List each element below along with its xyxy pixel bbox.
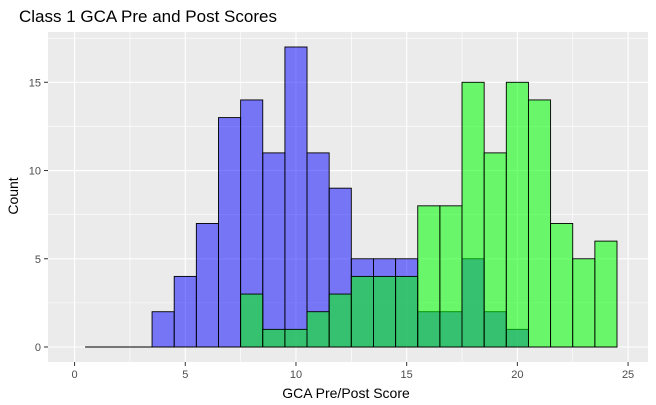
series-0-bar bbox=[151, 311, 175, 348]
x-tick-label: 0 bbox=[72, 369, 78, 381]
x-tick-label: 5 bbox=[182, 369, 188, 381]
series-1-bar bbox=[306, 311, 330, 348]
x-tick-label: 15 bbox=[401, 369, 413, 381]
series-1-bar bbox=[527, 99, 552, 348]
series-1-bar bbox=[417, 205, 441, 348]
x-axis: 0 5 10 15 20 25 bbox=[72, 362, 634, 381]
series-1-bar bbox=[505, 81, 529, 348]
x-tick-label: 10 bbox=[290, 369, 302, 381]
series-0-bar bbox=[262, 152, 286, 348]
series-1-bar bbox=[572, 258, 596, 348]
y-tick-label: 0 bbox=[35, 342, 41, 354]
series-0-bar bbox=[173, 275, 197, 348]
x-tick-label: 20 bbox=[511, 369, 523, 381]
series-0-bar bbox=[284, 46, 308, 348]
y-tick-label: 5 bbox=[35, 254, 41, 266]
y-axis-title: Count bbox=[5, 177, 21, 214]
series-1-bar bbox=[461, 81, 485, 348]
x-axis-title: GCA Pre/Post Score bbox=[282, 385, 410, 401]
series-1-bar bbox=[550, 223, 574, 348]
series-1-bar bbox=[262, 328, 286, 348]
series-1-bar bbox=[594, 240, 618, 348]
series-1-bar bbox=[439, 205, 463, 348]
series-0-bar bbox=[218, 117, 242, 348]
series-1-bar bbox=[284, 328, 308, 348]
y-tick-label: 10 bbox=[29, 166, 41, 178]
y-axis: 0 5 10 15 bbox=[29, 77, 48, 354]
series-1-bar bbox=[373, 275, 397, 348]
series-1-bars bbox=[85, 81, 618, 348]
series-1-bar bbox=[350, 275, 374, 348]
series-1-bar bbox=[483, 152, 507, 348]
series-1-bar bbox=[395, 275, 419, 348]
series-1-bar bbox=[328, 293, 352, 348]
x-tick-label: 25 bbox=[622, 369, 634, 381]
y-tick-label: 15 bbox=[29, 77, 41, 89]
series-1-bar bbox=[240, 293, 264, 348]
chart-title: Class 1 GCA Pre and Post Scores bbox=[19, 7, 277, 26]
series-0-bar bbox=[195, 223, 219, 348]
